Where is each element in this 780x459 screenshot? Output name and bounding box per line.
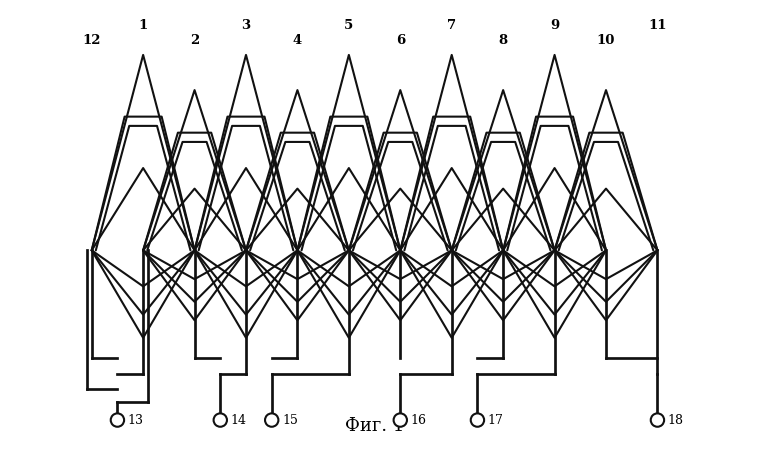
Text: 11: 11 [648,19,667,32]
Circle shape [651,414,664,427]
Text: 10: 10 [597,34,615,47]
Text: 7: 7 [447,19,456,32]
Text: 1: 1 [139,19,147,32]
Circle shape [471,414,484,427]
Circle shape [214,414,227,427]
Text: 8: 8 [498,34,508,47]
Text: 16: 16 [410,414,427,426]
Text: 6: 6 [395,34,405,47]
Text: 12: 12 [83,34,101,47]
Circle shape [265,414,278,427]
Text: 17: 17 [488,414,504,426]
Text: 3: 3 [242,19,250,32]
Text: 14: 14 [231,414,246,426]
Text: 9: 9 [550,19,559,32]
Text: 18: 18 [668,414,684,426]
Circle shape [111,414,124,427]
Text: 2: 2 [190,34,199,47]
Circle shape [394,414,407,427]
Text: Фиг. 1: Фиг. 1 [345,418,404,436]
Text: 13: 13 [128,414,144,426]
Text: 4: 4 [292,34,302,47]
Text: 5: 5 [344,19,353,32]
Text: 15: 15 [282,414,298,426]
